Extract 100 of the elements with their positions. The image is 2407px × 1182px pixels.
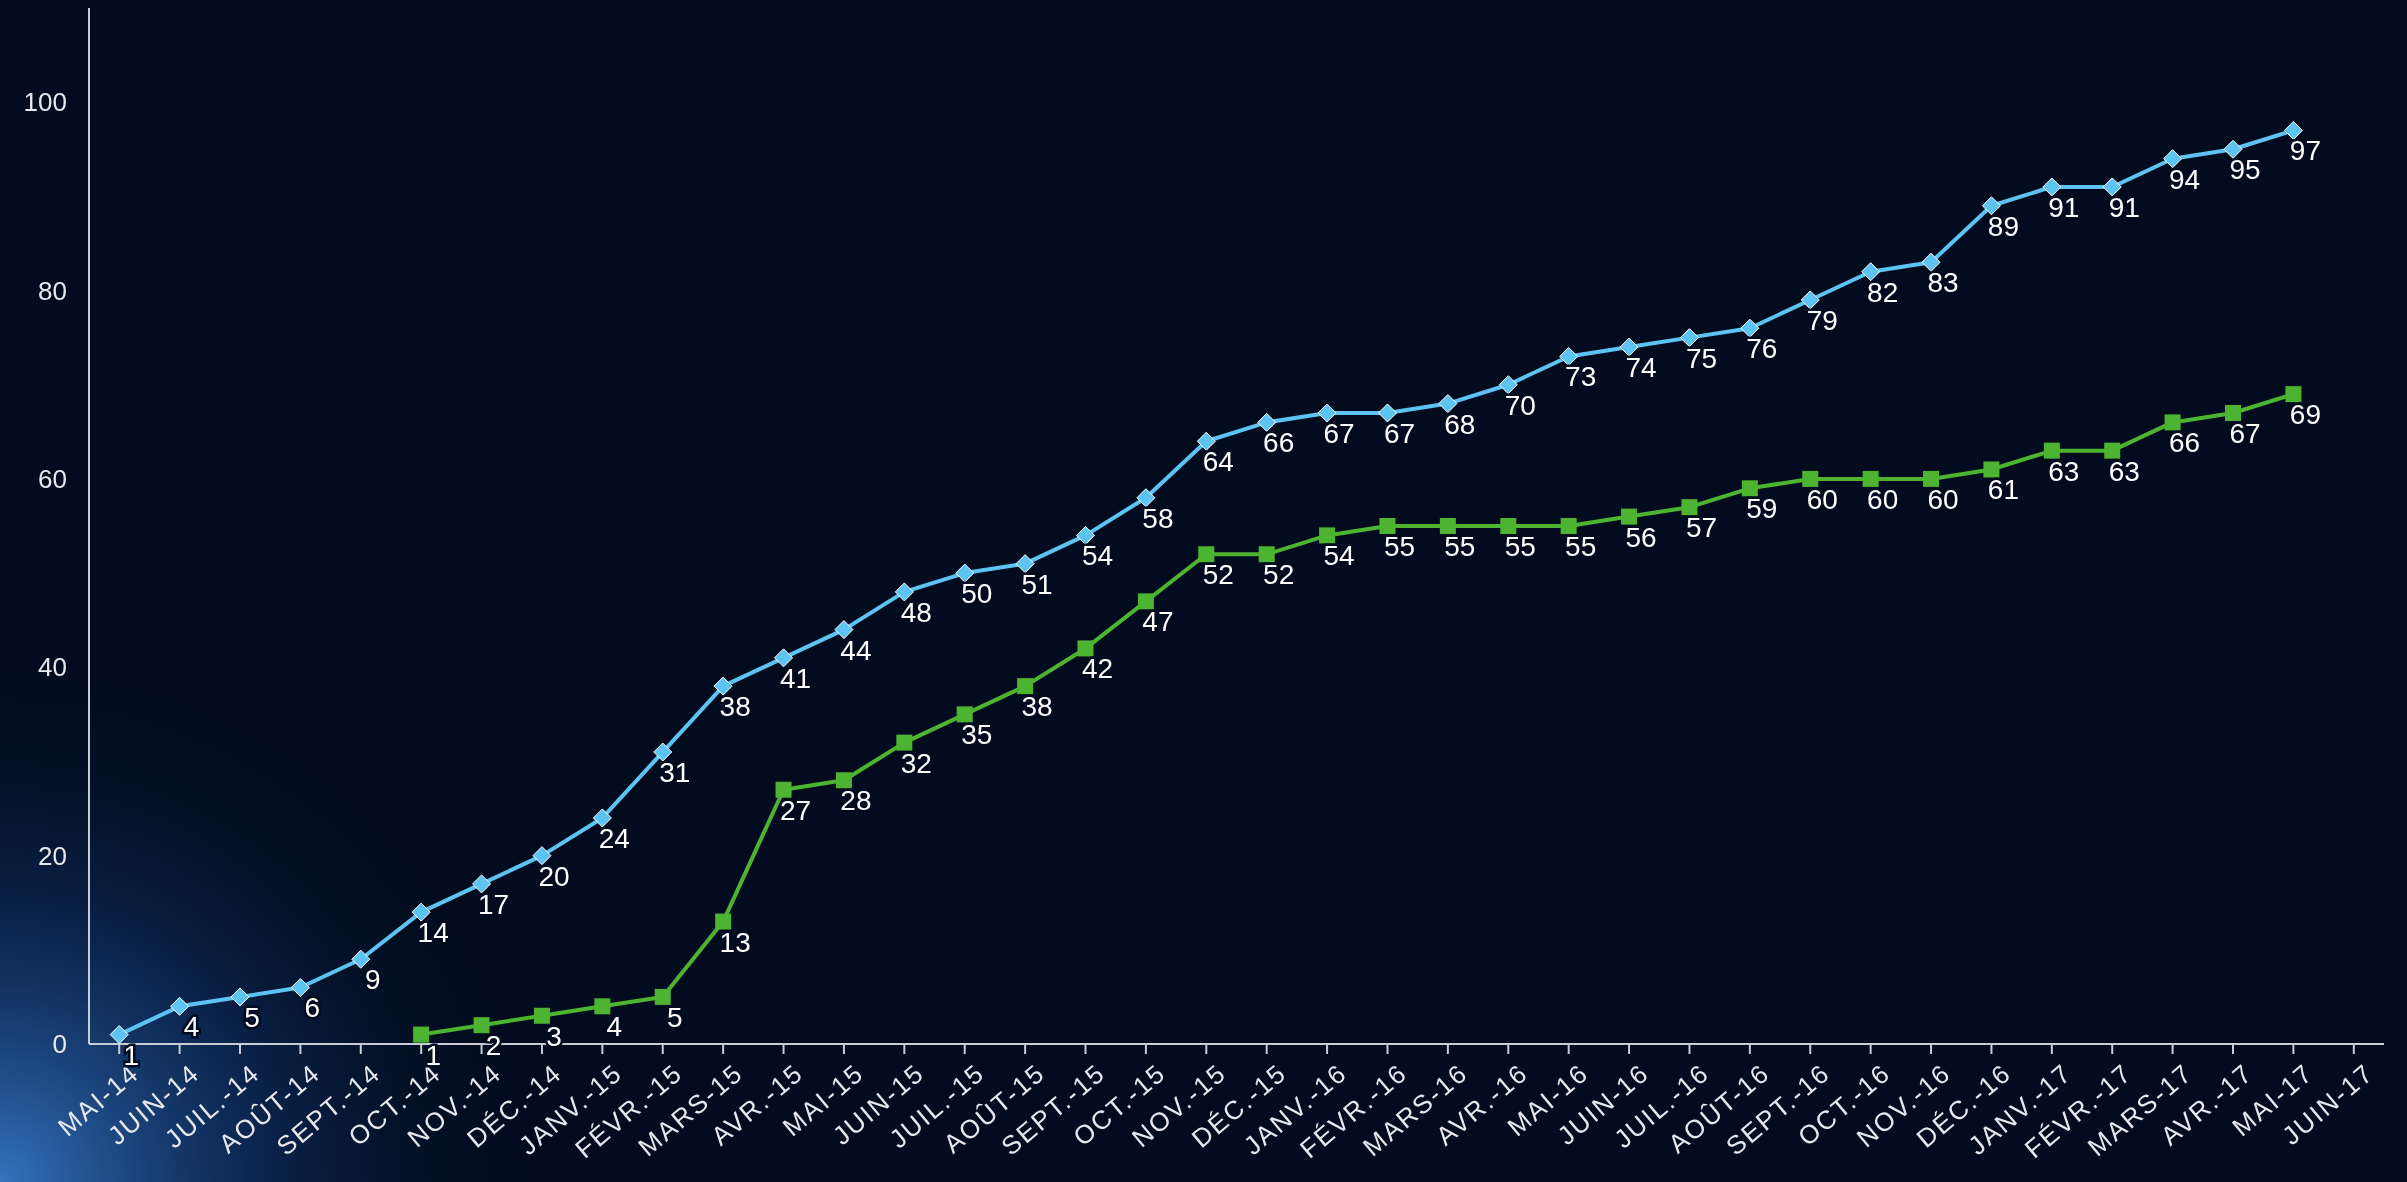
point — [1258, 546, 1275, 563]
point — [2283, 120, 2303, 140]
data-label: 55 — [1565, 531, 1597, 562]
point — [834, 620, 854, 640]
point — [1136, 488, 1156, 508]
point — [2102, 177, 2122, 197]
data-label: 89 — [1987, 210, 2020, 242]
data-label: 58 — [1142, 502, 1174, 534]
point — [2225, 404, 2242, 421]
point — [170, 996, 190, 1016]
point — [1559, 346, 1579, 366]
point — [1621, 508, 1638, 525]
point — [1077, 640, 1094, 657]
point — [955, 563, 975, 583]
data-label: 55 — [1504, 531, 1536, 562]
data-label: 66 — [2169, 427, 2201, 459]
data-label: 60 — [1867, 483, 1899, 515]
point — [1137, 593, 1154, 610]
point — [1981, 196, 2001, 216]
point — [2223, 139, 2243, 159]
point — [1196, 431, 1216, 451]
data-label: 74 — [1625, 352, 1657, 384]
point — [1862, 470, 1879, 487]
data-label: 91 — [2108, 191, 2140, 223]
point — [775, 781, 792, 798]
data-label: 50 — [961, 578, 993, 610]
data-label: 20 — [538, 860, 570, 892]
point — [1740, 318, 1760, 338]
point — [835, 772, 852, 789]
point — [894, 582, 914, 602]
data-label: 56 — [1625, 521, 1657, 553]
point — [1377, 403, 1397, 423]
data-label: 73 — [1565, 361, 1597, 393]
point — [1802, 470, 1819, 487]
data-label: 41 — [779, 662, 812, 694]
data-label: 27 — [779, 794, 812, 826]
data-label: 38 — [1021, 691, 1053, 723]
point — [109, 1025, 129, 1045]
point — [290, 977, 310, 997]
point — [774, 648, 794, 668]
point — [1681, 499, 1698, 516]
data-label: 95 — [2229, 154, 2261, 186]
data-label: 52 — [1263, 559, 1295, 591]
data-label: 59 — [1746, 493, 1778, 525]
y-tick-label: 0 — [52, 1029, 67, 1060]
data-label: 47 — [1142, 606, 1174, 638]
data-label: 48 — [900, 596, 932, 628]
data-label: 68 — [1444, 408, 1476, 440]
data-label: 57 — [1685, 512, 1718, 544]
data-label: 32 — [900, 747, 932, 779]
y-tick-label: 60 — [38, 464, 67, 495]
point — [413, 1026, 430, 1043]
data-label: 54 — [1081, 540, 1114, 572]
point — [2285, 386, 2302, 403]
point — [1319, 527, 1336, 544]
data-label: 61 — [1987, 474, 2020, 506]
point — [715, 913, 732, 930]
data-label: 5 — [666, 1001, 683, 1033]
point — [594, 998, 611, 1015]
data-label: 64 — [1202, 446, 1234, 478]
data-label: 44 — [840, 634, 872, 666]
data-label: 28 — [840, 785, 872, 817]
data-label: 55 — [1383, 531, 1416, 562]
point — [1741, 480, 1758, 497]
data-label: 13 — [719, 926, 751, 958]
data-label: 82 — [1867, 276, 1899, 308]
data-label: 4 — [606, 1011, 623, 1043]
data-label: 67 — [1323, 417, 1355, 449]
data-label: 76 — [1746, 333, 1778, 365]
data-label: 97 — [2289, 135, 2321, 167]
point — [1379, 518, 1396, 534]
point — [1921, 252, 1941, 272]
point — [351, 949, 371, 969]
point — [1438, 394, 1458, 414]
point — [1923, 470, 1940, 487]
point — [1198, 546, 1215, 563]
data-label: 35 — [961, 719, 993, 751]
data-label: 66 — [1263, 427, 1295, 459]
data-label: 70 — [1504, 389, 1536, 421]
data-label: 91 — [2048, 191, 2080, 223]
point — [411, 902, 431, 922]
data-label: 54 — [1323, 540, 1355, 572]
point — [956, 706, 973, 723]
point — [1076, 525, 1096, 545]
data-label: 69 — [2289, 399, 2321, 431]
point — [230, 987, 250, 1007]
y-tick-label: 40 — [38, 652, 67, 683]
data-label: 38 — [719, 691, 751, 723]
point — [533, 1007, 550, 1024]
point — [473, 1017, 490, 1034]
point — [1560, 518, 1577, 534]
point — [592, 808, 612, 828]
data-label: 67 — [2229, 417, 2261, 449]
data-label: 60 — [1927, 483, 1959, 515]
data-label: 9 — [364, 964, 381, 996]
point — [1500, 518, 1517, 534]
data-label: 63 — [2048, 455, 2080, 487]
y-tick-label: 20 — [38, 840, 67, 871]
point — [1317, 403, 1337, 423]
point — [2042, 177, 2062, 197]
